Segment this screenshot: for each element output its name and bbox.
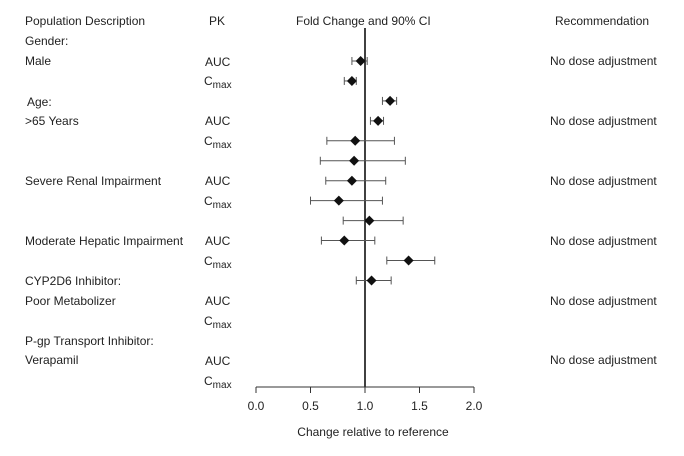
x-tick-label: 0.5 [302, 399, 319, 413]
point-estimate-diamond [346, 75, 357, 86]
x-tick-label: 1.0 [357, 399, 374, 413]
x-tick-label: 1.5 [411, 399, 428, 413]
pk-label-cmax: Cmax [204, 254, 232, 271]
point-estimate-diamond [364, 215, 375, 226]
recommendation-male: No dose adjustment [550, 54, 657, 68]
x-tick-label: 2.0 [466, 399, 483, 413]
x-tick-label: 0.0 [248, 399, 265, 413]
point-estimate-diamond [346, 175, 357, 186]
pk-label-cmax: Cmax [204, 74, 232, 91]
pk-label-cmax: Cmax [204, 194, 232, 211]
x-axis-label: Change relative to reference [297, 425, 449, 439]
point-estimate-diamond [366, 275, 377, 286]
ci-row [343, 75, 357, 86]
recommendation-verapamil: No dose adjustment [550, 353, 657, 367]
group-label-cyp2d6: CYP2D6 Inhibitor: [25, 274, 122, 288]
group-label-gender: Gender: [25, 34, 69, 48]
population-label-poor-metabolizer: Poor Metabolizer [25, 294, 116, 308]
point-estimate-diamond [403, 255, 414, 266]
ci-row [386, 255, 436, 266]
point-estimate-diamond [339, 235, 350, 246]
pk-label-auc: AUC [205, 234, 231, 248]
ci-row [326, 135, 395, 146]
group-label-age: Age: [27, 95, 52, 109]
ci-row [369, 115, 385, 126]
pk-label-auc: AUC [205, 114, 231, 128]
header-recommendation: Recommendation [555, 14, 650, 28]
point-estimate-diamond [385, 95, 396, 106]
pk-label-auc: AUC [205, 354, 231, 368]
header-pk: PK [209, 14, 226, 28]
point-estimate-diamond [349, 155, 360, 166]
ci-row [342, 215, 404, 226]
population-label-verapamil: Verapamil [25, 353, 79, 367]
population-label-moderate-hepatic: Moderate Hepatic Impairment [25, 234, 184, 248]
point-estimate-diamond [333, 195, 344, 206]
pk-label-cmax: Cmax [204, 134, 232, 151]
point-estimate-diamond [373, 115, 384, 126]
pk-label-cmax: Cmax [204, 374, 232, 391]
population-label-male: Male [25, 54, 52, 68]
pk-label-auc: AUC [205, 294, 231, 308]
ci-row [319, 155, 406, 166]
point-estimate-diamond [355, 56, 366, 66]
pk-label-auc: AUC [205, 55, 231, 69]
recommendation-age-over-65: No dose adjustment [550, 114, 657, 128]
population-label-severe-renal: Severe Renal Impairment [25, 174, 162, 188]
ci-row [325, 175, 387, 186]
recommendation-poor-metabolizer: No dose adjustment [550, 294, 657, 308]
chart-title: Fold Change and 90% CI [296, 14, 431, 28]
recommendation-moderate-hepatic: No dose adjustment [550, 234, 657, 248]
ci-row [355, 275, 392, 286]
header-population: Population Description [25, 14, 146, 28]
ci-row [381, 95, 398, 106]
group-label-pgp: P-gp Transport Inhibitor: [25, 334, 154, 348]
pk-label-auc: AUC [205, 174, 231, 188]
point-estimate-diamond [350, 135, 361, 146]
ci-row [320, 235, 376, 246]
pk-label-cmax: Cmax [204, 314, 232, 331]
ci-row [351, 56, 368, 66]
ci-row [310, 195, 383, 206]
population-label-age-over-65: >65 Years [25, 114, 79, 128]
recommendation-severe-renal: No dose adjustment [550, 174, 657, 188]
